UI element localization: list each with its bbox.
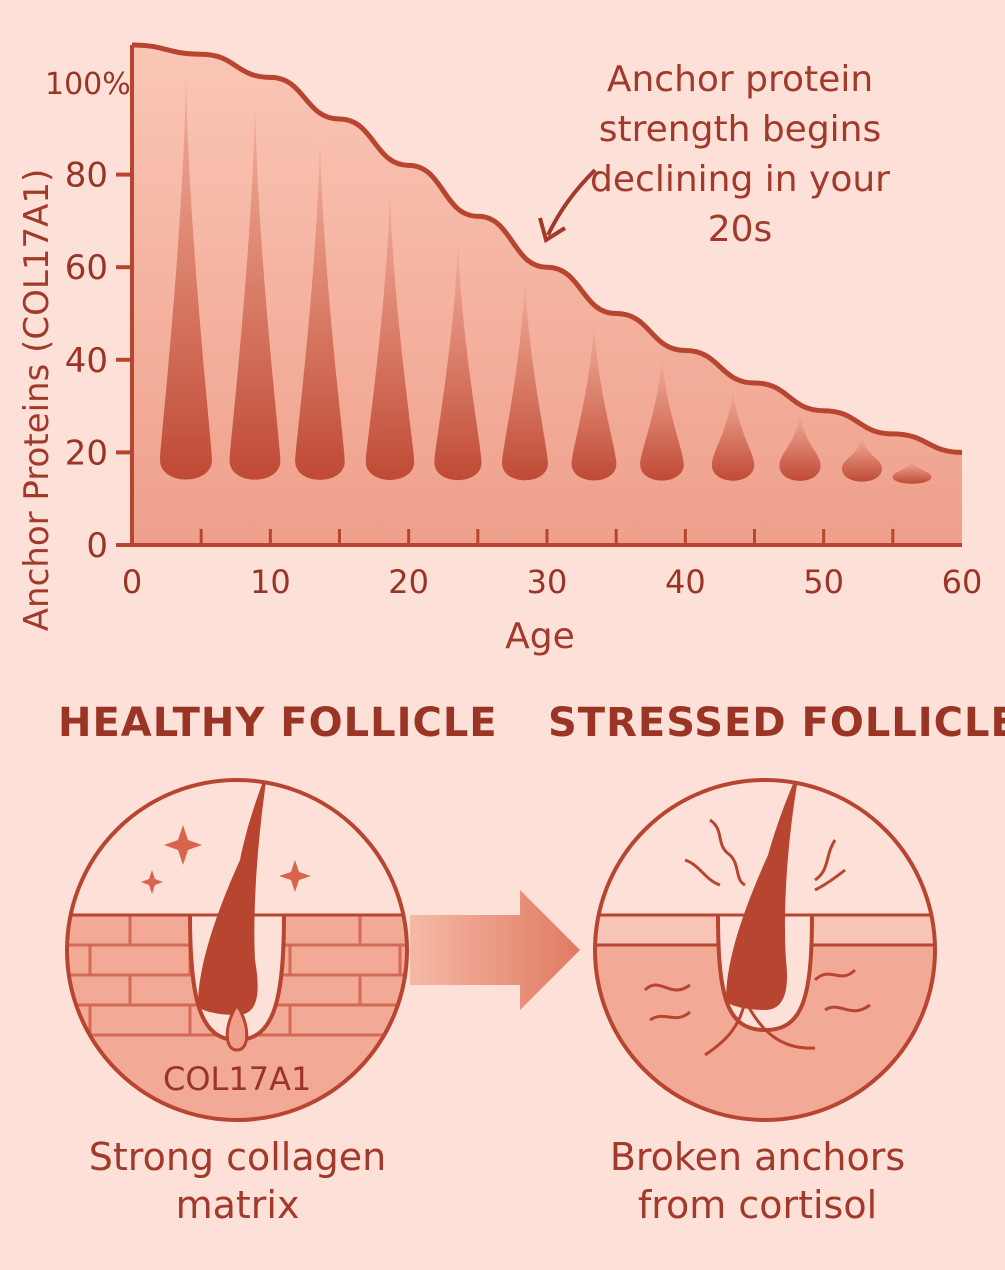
y-tick-label: 0 — [86, 526, 108, 566]
y-tick-label: 60 — [65, 248, 108, 288]
hair-strand-icon — [502, 277, 548, 481]
y-tick-label: 40 — [65, 341, 108, 381]
hair-strand-icon — [571, 322, 617, 481]
hair-strand-icon — [842, 436, 882, 482]
x-tick-label: 0 — [122, 563, 142, 601]
sparkle-icon — [141, 870, 163, 894]
hair-strand-icon — [160, 78, 212, 480]
stressed-caption-line2: from cortisol — [637, 1183, 878, 1227]
x-tick-label: 30 — [527, 563, 568, 601]
col17a1-label: COL17A1 — [163, 1060, 312, 1098]
hair-strand-icon — [295, 140, 345, 480]
y-tick-label: 20 — [65, 433, 108, 473]
healthy-follicle-title: HEALTHY FOLLICLE — [58, 700, 498, 746]
healthy-caption: Strong collagen matrix — [60, 1133, 415, 1229]
stressed-follicle-diagram — [593, 778, 937, 1122]
hair-strand-icon — [434, 240, 482, 481]
hair-strand-icon — [892, 460, 932, 484]
x-tick-label: 20 — [388, 563, 429, 601]
y-axis-label: Anchor Proteins (COL17A1) — [17, 169, 57, 631]
y-tick-label: 100% — [45, 67, 131, 102]
series-line — [131, 42, 963, 455]
hair-strand-icon — [779, 413, 821, 481]
x-tick-label: 10 — [250, 563, 291, 601]
x-tick-label: 60 — [942, 563, 983, 601]
sparkle-icon — [279, 860, 311, 892]
hair-strand-icon — [365, 190, 415, 480]
sparkle-icon — [164, 825, 202, 865]
follicle-illustrations — [65, 778, 937, 1122]
arrow-icon — [410, 890, 580, 1010]
hair-strand-icon — [640, 355, 684, 481]
healthy-caption-line1: Strong collagen — [88, 1135, 387, 1179]
stressed-caption: Broken anchors from cortisol — [580, 1133, 935, 1229]
stressed-follicle-title: STRESSED FOLLICLE — [548, 700, 1005, 746]
hair-strand-icon — [229, 105, 281, 480]
x-tick-label: 40 — [665, 563, 706, 601]
x-tick-label: 50 — [803, 563, 844, 601]
x-axis-label: Age — [505, 616, 575, 657]
stressed-caption-line1: Broken anchors — [609, 1135, 906, 1179]
hair-strand-icon — [711, 388, 755, 481]
chart-annotation: Anchor protein strength begins declining… — [590, 59, 890, 250]
y-tick-label: 80 — [65, 156, 108, 196]
healthy-caption-line2: matrix — [175, 1183, 300, 1227]
